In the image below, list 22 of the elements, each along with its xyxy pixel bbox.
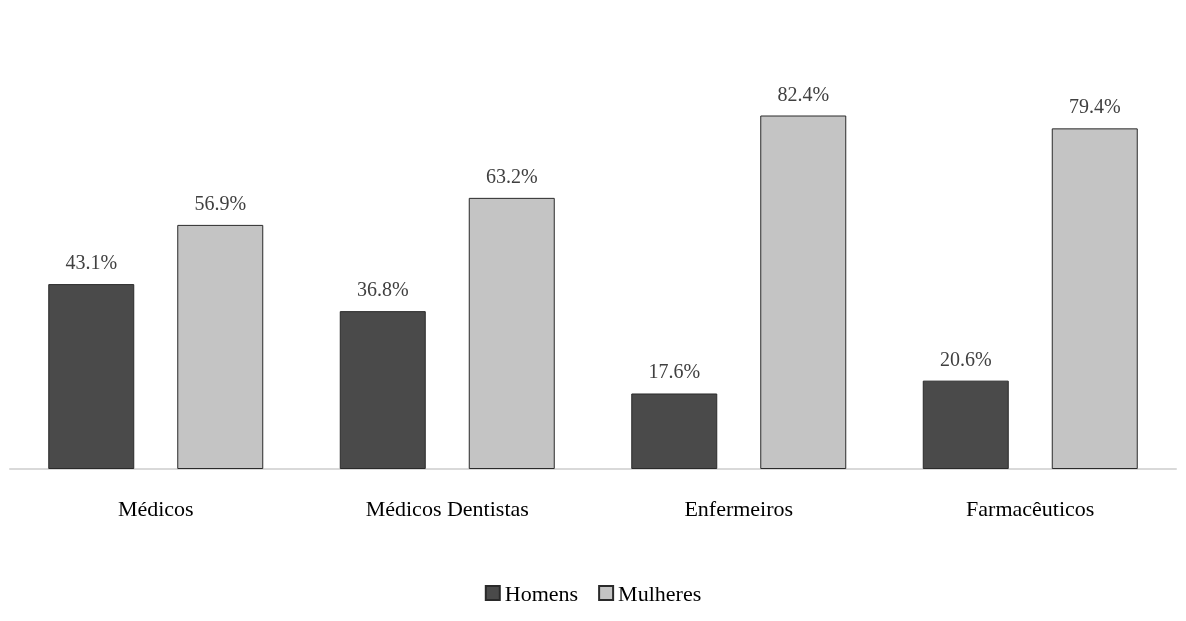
x-tick-label: Farmacêuticos (966, 495, 1095, 521)
bar (48, 284, 135, 469)
bar (1051, 128, 1138, 469)
bar (631, 393, 718, 469)
data-label: 82.4% (777, 82, 830, 105)
data-label: 43.1% (65, 251, 118, 274)
data-label: 79.4% (1068, 95, 1121, 118)
x-tick-label: Médicos Dentistas (365, 495, 529, 521)
x-tick-label: Médicos (117, 495, 194, 521)
bar (922, 380, 1009, 469)
bar (468, 197, 555, 469)
x-tick-label: Enfermeiros (684, 495, 794, 521)
data-label: 17.6% (648, 360, 701, 383)
bar (760, 115, 847, 469)
data-label: 36.8% (356, 278, 409, 301)
bar (177, 224, 264, 469)
data-label: 63.2% (485, 164, 538, 187)
data-label: 20.6% (939, 347, 992, 370)
legend-label: Homens (504, 580, 579, 606)
data-label: 56.9% (194, 191, 247, 214)
legend-label: Mulheres (618, 580, 702, 606)
bar (339, 311, 426, 469)
